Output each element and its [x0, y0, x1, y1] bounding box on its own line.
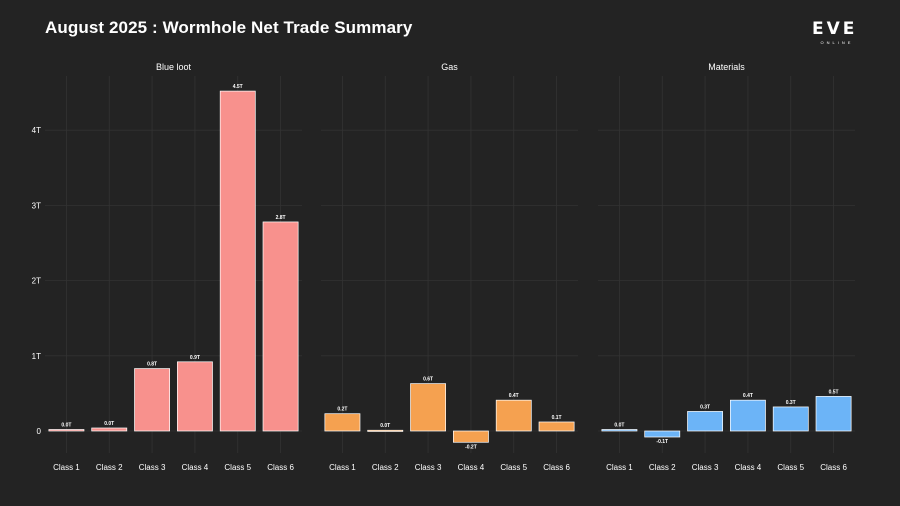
x-tick-label: Class 6: [267, 463, 294, 472]
bar: [687, 411, 723, 432]
bar: [134, 368, 170, 432]
data-label: 0.8T: [147, 362, 157, 368]
bar: [772, 406, 809, 432]
bar: [410, 383, 446, 432]
bar: [815, 396, 852, 432]
facet-title: Materials: [708, 62, 745, 72]
x-tick-label: Class 2: [372, 463, 399, 472]
chart-title: August 2025 : Wormhole Net Trade Summary: [45, 18, 413, 37]
x-tick-label: Class 5: [777, 463, 804, 472]
facet-title: Blue loot: [156, 62, 192, 72]
bar: [219, 90, 256, 432]
logo-word: EVE: [812, 19, 858, 39]
data-label: 2.8T: [276, 215, 286, 221]
bar: [601, 429, 638, 432]
bar: [48, 429, 85, 432]
x-tick-label: Class 6: [820, 463, 847, 472]
data-label: 0.0T: [380, 423, 390, 429]
data-label: -0.1T: [656, 439, 668, 445]
x-tick-label: Class 1: [606, 463, 633, 472]
data-label: 0.4T: [509, 393, 519, 399]
data-label: 0.3T: [700, 404, 710, 410]
y-tick-label: 4T: [32, 126, 41, 135]
x-tick-label: Class 4: [182, 463, 209, 472]
data-label: 0.5T: [829, 389, 839, 395]
bar: [538, 421, 575, 432]
data-label: -0.2T: [465, 444, 477, 450]
y-tick-label: 0: [37, 427, 42, 436]
y-tick-label: 1T: [32, 352, 41, 361]
bar: [324, 413, 361, 432]
x-tick-label: Class 2: [96, 463, 123, 472]
x-tick-label: Class 1: [329, 463, 356, 472]
x-tick-label: Class 1: [53, 463, 80, 472]
bar: [177, 361, 213, 432]
bar: [730, 399, 766, 432]
bar: [495, 399, 532, 432]
data-label: 0.2T: [337, 407, 347, 413]
bar: [453, 430, 489, 443]
data-label: 0.4T: [743, 393, 753, 399]
logo-subtitle: ONLINE: [820, 40, 854, 45]
x-tick-label: Class 3: [139, 463, 166, 472]
x-tick-label: Class 2: [649, 463, 676, 472]
data-label: 0.6T: [423, 377, 433, 383]
y-tick-label: 2T: [32, 277, 41, 286]
x-tick-label: Class 5: [224, 463, 251, 472]
x-tick-label: Class 6: [543, 463, 570, 472]
facet-title: Gas: [441, 62, 458, 72]
data-label: 0.0T: [614, 422, 624, 428]
bar: [91, 427, 128, 432]
data-label: 0.1T: [552, 415, 562, 421]
y-tick-label: 3T: [32, 201, 41, 210]
data-label: 0.0T: [104, 421, 114, 427]
data-label: 0.0T: [61, 422, 71, 428]
bar: [262, 221, 299, 432]
bar: [644, 430, 681, 438]
eve-online-logo: EVE ONLINE: [812, 19, 868, 46]
x-tick-label: Class 4: [735, 463, 762, 472]
x-tick-label: Class 5: [500, 463, 527, 472]
data-label: 0.3T: [786, 400, 796, 406]
x-tick-label: Class 3: [415, 463, 442, 472]
bar: [367, 429, 404, 432]
x-tick-label: Class 3: [692, 463, 719, 472]
data-label: 0.9T: [190, 355, 200, 361]
x-tick-label: Class 4: [458, 463, 485, 472]
data-label: 4.5T: [233, 84, 243, 90]
